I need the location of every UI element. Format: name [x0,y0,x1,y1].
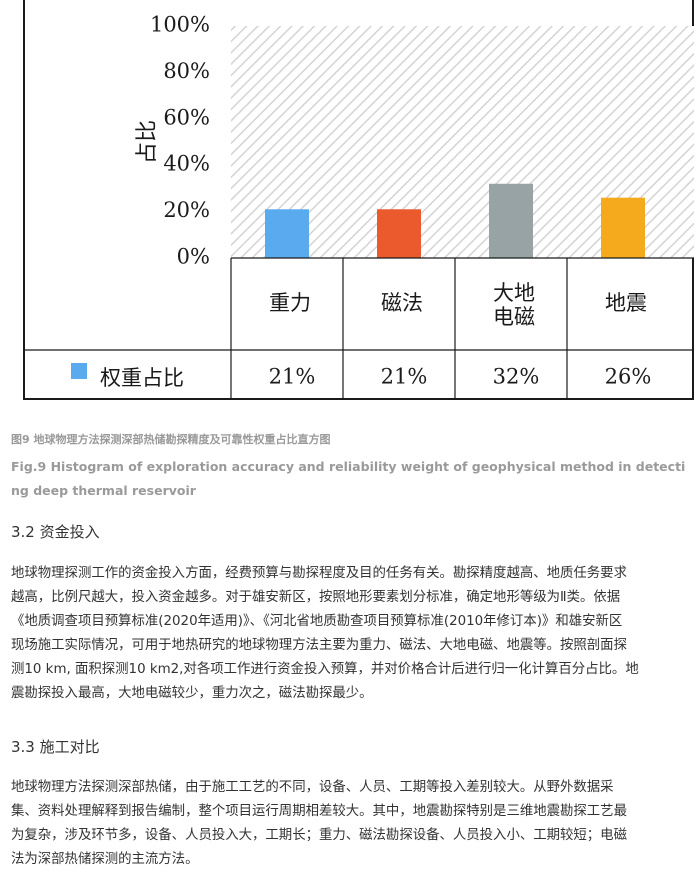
figure-caption-cn: 图9 地球物理方法探测深部热储勘探精度及可靠性权重占比直方图 [11,433,331,446]
category-label: 大地 [493,281,535,305]
paragraph-line: 为复杂，涉及环节多，设备、人员投入大，工期长；重力、磁法勘探设备、人员投入小、工… [11,828,627,843]
paragraph-line: 《地质调查项目预算标准(2020年适用)》、《河北省地质勘查项目预算标准(201… [11,614,623,629]
y-tick-label: 40% [163,152,210,176]
category-label: 重力 [269,291,311,315]
paragraph-line: 测10 km, 面积探测10 km2,对各项工作进行资金投入预算，并对价格合计后… [11,662,639,677]
paragraph-3-3: 地球物理方法探测深部热储，由于施工工艺的不同，设备、人员、工期等投入差别较大。从… [11,776,689,872]
y-tick-label: 80% [163,59,210,83]
paragraph-line: 法为深部热储探测的主流方法。 [11,852,199,867]
paragraph-line: 越高，比例尺越大，投入资金越多。对于雄安新区，按照地形要素划分标准，确定地形等级… [11,590,621,605]
value-label: 21% [381,365,428,389]
figure-caption-en: Fig.9 Histogram of exploration accuracy … [11,459,686,498]
y-axis-ticks: 0% 20% 40% 60% 80% 100% [150,13,210,269]
section-heading-3-3: 3.3 施工对比 [11,738,100,756]
paragraph-3-2: 地球物理探测工作的资金投入方面，经费预算与勘探程度及目的任务有关。勘探精度越高、… [11,562,689,706]
bar [265,209,309,258]
bar [489,183,533,258]
paragraph-line: 地球物理方法探测深部热储，由于施工工艺的不同，设备、人员、工期等投入差别较大。从… [11,780,614,795]
paragraph-line: 地球物理探测工作的资金投入方面，经费预算与勘探程度及目的任务有关。勘探精度越高、… [11,566,627,581]
bar [377,209,421,258]
y-tick-label: 20% [163,198,210,222]
paragraph-line: 现场施工实际情况，可用于地热研究的地球物理方法主要为重力、磁法、大地电磁、地震等… [11,638,627,653]
legend-swatch [71,363,87,379]
y-tick-label: 100% [150,13,210,37]
category-labels: 重力 磁法 大地电磁 地震 [269,281,647,329]
paragraph-line: 震勘探投入最高，大地电磁较少，重力次之，磁法勘探最少。 [11,686,373,701]
histogram-chart: 0% 20% 40% 60% 80% 100% 占比 重力 磁法 大地电磁 地震 21% 21% 3… [23,13,694,400]
data-table-grid [23,257,694,400]
value-labels: 21% 21% 32% 26% [269,365,652,389]
y-axis-label: 占比 [135,120,160,164]
value-label: 32% [493,365,540,389]
paragraph-line: 集、资料处理解释到报告编制，整个项目运行周期相差较大。其中，地震勘探特别是三维地… [11,804,627,819]
value-label: 26% [605,365,652,389]
y-tick-label: 0% [177,245,210,269]
value-label: 21% [269,365,316,389]
bar [601,197,645,258]
category-label: 磁法 [381,291,423,315]
y-tick-label: 60% [163,105,210,129]
category-label: 电磁 [493,305,535,329]
category-label: 地震 [605,291,647,315]
bars [265,183,645,258]
legend-label: 权重占比 [100,366,184,390]
section-heading-3-2: 3.2 资金投入 [11,523,100,541]
